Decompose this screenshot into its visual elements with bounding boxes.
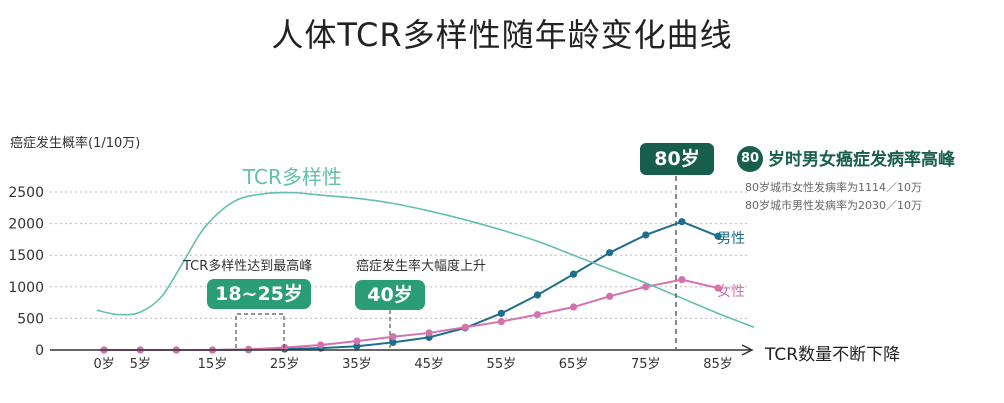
cancer-rise-text: 癌症发生率大幅度上升 [356,258,486,274]
y-tick-label: 500 [17,311,44,327]
data-point-female [461,323,469,331]
age80-badge: 80岁 [640,143,714,175]
data-point-male [569,270,578,278]
note-male: 80岁城市男性发病率为2030／10万 [745,199,922,212]
data-point-male [389,338,397,347]
data-point-female [678,275,686,284]
data-point-female [317,341,325,349]
data-point-female [425,329,433,337]
data-point-female [714,284,722,292]
tcr-peak-text: TCR多样性达到最高峰 [182,258,312,274]
tcr-decline-text: TCR数量不断下降 [764,345,900,365]
data-point-male [497,309,505,317]
age80-circle: 80 [737,146,763,172]
x-tick-label: 5岁 [130,357,151,372]
x-tick-label: 15岁 [198,357,228,372]
data-point-female [606,292,614,300]
cancer-rise-badge: 40岁 [355,280,425,310]
x-tick-label: 45岁 [414,357,444,372]
x-tick-label: 55岁 [487,357,517,372]
y-tick-label: 0 [35,343,44,359]
y-tick-label: 1500 [8,248,44,264]
series-label-female: 女性 [717,283,745,300]
x-tick-label: 25岁 [270,357,300,372]
series-line-tcr [96,191,755,328]
tcr-peak-bracket [235,313,285,348]
y-axis-label: 癌症发生概率(1/10万) [10,135,140,151]
x-axis-arrow [741,344,754,356]
data-point-male [642,231,650,239]
y-tick-label: 2500 [8,185,44,201]
data-point-male [533,291,542,299]
data-point-male [678,218,686,226]
x-tick-label: 0岁 [93,357,114,372]
right-headline: 岁时男女癌症发病率高峰 [768,150,955,170]
data-point-male [714,232,722,240]
data-point-male [606,249,614,257]
data-point-female [389,333,397,341]
y-tick-label: 2000 [8,217,44,233]
x-tick-label: 75岁 [631,357,661,372]
note-female: 80岁城市女性发病率为1114／10万 [745,181,922,194]
data-point-female [353,337,361,345]
data-point-female [533,311,542,319]
series-label-tcr: TCR多样性 [242,165,342,189]
x-tick-label: 35岁 [342,357,372,372]
data-point-female [642,283,650,291]
y-tick-label: 1000 [8,280,44,296]
data-point-female [497,317,505,326]
data-point-male [353,342,361,350]
page-title: 人体TCR多样性随年龄变化曲线 [271,16,733,54]
x-tick-label: 65岁 [559,357,589,372]
x-tick-label: 85岁 [703,357,733,372]
tcr-peak-badge: 18~25岁 [207,279,311,309]
series-label-male: 男性 [717,231,745,247]
data-point-female [569,303,578,311]
